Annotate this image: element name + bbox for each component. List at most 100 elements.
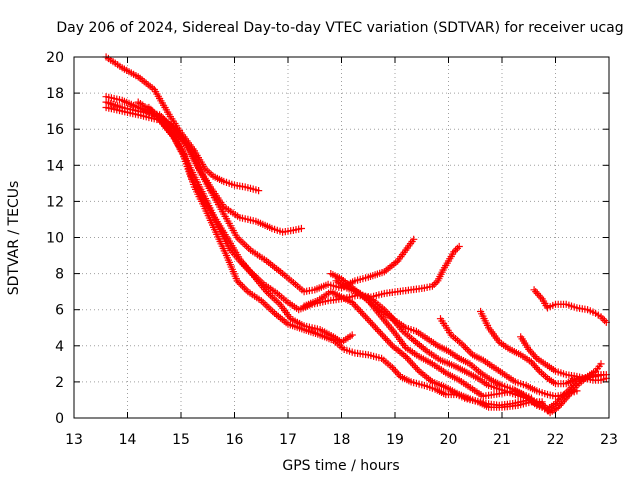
data-point-marker [498,381,506,390]
data-point-marker [268,224,276,233]
data-point-marker [527,394,535,402]
data-point-marker [506,384,514,392]
data-point-marker [359,275,367,283]
data-point-marker [118,107,126,115]
data-point-marker [220,177,228,186]
data-point-marker [554,368,562,376]
chart-title: Day 206 of 2024, Sidereal Day-to-day VTE… [56,20,623,36]
series-track-11 [436,315,581,400]
data-point-marker [535,388,543,396]
data-point-marker [549,301,557,310]
data-point-marker [455,242,463,251]
data-point-marker [107,105,115,113]
y-tick-label: 16 [46,122,64,138]
y-tick-label: 0 [55,411,64,427]
data-point-marker [297,224,305,233]
x-tick-label: 19 [386,432,404,448]
data-point-marker [559,370,568,378]
data-point-marker [428,384,436,392]
y-axis-label: SDTVAR / TECUs [6,181,22,296]
x-tick-label: 22 [547,432,565,448]
data-point-marker [474,397,482,405]
series-track-1 [102,53,263,195]
data-point-marker [375,354,383,362]
data-point-marker [415,380,423,388]
x-tick-label: 16 [226,432,244,448]
x-tick-label: 23 [600,432,618,448]
data-point-marker [551,367,560,375]
data-point-marker [348,331,356,339]
data-point-marker [348,348,356,356]
x-tick-label: 21 [493,432,511,448]
data-point-marker [420,381,428,390]
x-tick-label: 18 [333,432,351,448]
data-point-marker [115,106,124,115]
data-point-marker [573,387,581,395]
data-point-marker [271,225,279,233]
x-tick-label: 17 [279,432,297,448]
x-tick-label: 15 [172,432,190,448]
data-point-marker [345,347,354,355]
data-point-marker [249,185,257,193]
data-point-marker [332,283,340,291]
data-point-marker [562,300,570,308]
x-tick-label: 20 [440,432,458,448]
data-point-marker [340,345,348,353]
data-point-marker [570,303,578,311]
data-point-marker [142,113,150,121]
x-axis-label: GPS time / hours [282,458,399,474]
data-point-marker [477,398,485,406]
data-point-marker [519,390,527,399]
data-point-marker [541,390,549,398]
data-point-marker [586,307,594,315]
data-point-marker [538,389,546,397]
data-point-marker [584,306,592,314]
data-point-marker [412,379,420,387]
data-point-marker [543,407,552,415]
data-point-marker [255,187,263,195]
data-point-marker [375,291,383,299]
data-point-marker [356,275,364,283]
data-point-marker [485,381,493,390]
y-tick-label: 18 [46,86,64,102]
data-point-marker [131,110,140,118]
data-point-marker [252,186,260,194]
data-point-marker [222,178,231,186]
data-point-marker [487,382,495,390]
data-point-marker [525,393,533,401]
data-point-marker [543,304,552,312]
data-point-marker [567,302,576,310]
data-point-marker [570,388,578,396]
x-tick-label: 13 [65,432,83,448]
series-layer [102,53,610,417]
y-tick-label: 10 [46,231,64,247]
data-point-marker [367,351,375,360]
data-point-marker [514,379,522,387]
data-point-marker [246,184,255,192]
data-point-marker [273,226,281,234]
data-point-marker [407,326,415,334]
data-point-marker [519,381,527,389]
y-tick-label: 8 [55,267,64,283]
data-point-marker [522,392,530,400]
data-point-marker [533,387,541,395]
data-point-marker [423,382,431,390]
y-tick-label: 6 [55,303,64,319]
data-point-marker [402,324,410,332]
series-track-13 [517,333,610,384]
series-track-14 [530,286,610,326]
data-point-marker [517,380,525,388]
x-tick-label: 14 [119,432,137,448]
data-point-marker [597,360,605,368]
data-point-marker [362,274,370,282]
data-point-marker [602,318,610,326]
data-point-marker [115,96,124,104]
series-track-10 [359,291,535,402]
data-point-marker [410,235,418,243]
y-tick-label: 4 [55,339,64,355]
data-point-marker [410,379,418,387]
data-point-marker [370,352,378,360]
data-point-marker [378,290,386,298]
